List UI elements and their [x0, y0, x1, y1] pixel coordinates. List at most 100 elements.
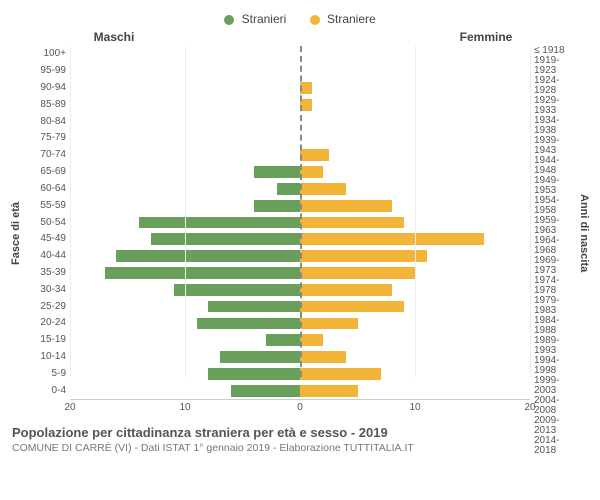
x-axis: 201001020	[70, 399, 530, 421]
y-tick-birth: 1949-1953	[530, 176, 576, 196]
male-bar	[197, 318, 301, 330]
y-tick-age: 100+	[24, 46, 70, 63]
y-tick-birth: 1994-1998	[530, 356, 576, 376]
male-bar	[254, 166, 300, 178]
female-bar	[300, 183, 346, 195]
y-tick-birth: 1974-1978	[530, 276, 576, 296]
male-bar	[220, 351, 301, 363]
female-bar	[300, 217, 404, 229]
y-tick-age: 80-84	[24, 113, 70, 130]
legend-label-male: Stranieri	[242, 12, 287, 26]
y-tick-age: 25-29	[24, 298, 70, 315]
x-gridline	[70, 46, 71, 377]
chart-title: Popolazione per cittadinanza straniera p…	[12, 425, 588, 440]
y-tick-age: 10-14	[24, 349, 70, 366]
y-tick-age: 65-69	[24, 164, 70, 181]
y-tick-birth: 1929-1933	[530, 96, 576, 116]
y-axis-left-title: Fasce di età	[8, 46, 24, 421]
y-tick-age: 5-9	[24, 365, 70, 382]
y-tick-age: 55-59	[24, 197, 70, 214]
y-tick-birth: 1969-1973	[530, 256, 576, 276]
column-titles: Maschi Femmine	[8, 30, 592, 44]
y-tick-birth: 1979-1983	[530, 296, 576, 316]
y-tick-birth: 1944-1948	[530, 156, 576, 176]
male-bar	[116, 250, 300, 262]
x-gridline	[415, 46, 416, 377]
legend-label-female: Straniere	[327, 12, 376, 26]
y-tick-birth: 1954-1958	[530, 196, 576, 216]
y-tick-age: 45-49	[24, 231, 70, 248]
y-tick-age: 75-79	[24, 130, 70, 147]
female-bar	[300, 250, 427, 262]
y-tick-birth: 1984-1988	[530, 316, 576, 336]
male-bar	[208, 368, 300, 380]
male-bar	[174, 284, 301, 296]
legend-item-male: Stranieri	[224, 12, 289, 26]
y-tick-age: 90-94	[24, 80, 70, 97]
y-tick-birth: 1919-1923	[530, 56, 576, 76]
x-tick: 20	[64, 402, 75, 413]
male-bar	[151, 233, 301, 245]
female-bar	[300, 233, 484, 245]
chart-subtitle: COMUNE DI CARRÈ (VI) - Dati ISTAT 1° gen…	[12, 442, 588, 454]
y-tick-age: 20-24	[24, 315, 70, 332]
x-gridline	[185, 46, 186, 377]
legend: Stranieri Straniere	[8, 12, 592, 26]
male-bar	[208, 301, 300, 313]
female-bar	[300, 301, 404, 313]
y-tick-birth: 1999-2003	[530, 376, 576, 396]
y-tick-age: 60-64	[24, 181, 70, 198]
y-tick-birth: 1959-1963	[530, 216, 576, 236]
bar-rows	[70, 46, 530, 399]
female-bar	[300, 385, 358, 397]
female-bar	[300, 318, 358, 330]
legend-swatch-male	[224, 15, 234, 25]
y-tick-birth: 1934-1938	[530, 116, 576, 136]
column-title-right: Femmine	[300, 30, 592, 44]
male-bar	[266, 334, 301, 346]
female-bar	[300, 200, 392, 212]
y-tick-age: 85-89	[24, 96, 70, 113]
center-axis-line	[300, 46, 302, 377]
y-axis-right-title: Anni di nascita	[576, 46, 592, 421]
male-bar	[139, 217, 300, 229]
y-tick-age: 35-39	[24, 265, 70, 282]
pyramid-row	[70, 382, 530, 399]
y-tick-birth: 2009-2013	[530, 416, 576, 436]
y-tick-birth: 1989-1993	[530, 336, 576, 356]
chart-body: Fasce di età 100+95-9990-9485-8980-8475-…	[8, 46, 592, 421]
male-bar	[254, 200, 300, 212]
female-bar	[300, 284, 392, 296]
female-bar	[300, 166, 323, 178]
female-bar	[300, 267, 415, 279]
y-tick-age: 95-99	[24, 63, 70, 80]
y-tick-age: 40-44	[24, 248, 70, 265]
x-tick: 20	[524, 402, 535, 413]
y-tick-age: 30-34	[24, 281, 70, 298]
y-axis-left-ticks: 100+95-9990-9485-8980-8475-7970-7465-696…	[24, 46, 70, 421]
female-bar	[300, 334, 323, 346]
y-tick-age: 70-74	[24, 147, 70, 164]
footer: Popolazione per cittadinanza straniera p…	[8, 425, 592, 454]
male-bar	[231, 385, 300, 397]
y-tick-birth: 2004-2008	[530, 396, 576, 416]
female-bar	[300, 351, 346, 363]
female-half	[300, 382, 530, 399]
chart-container: Stranieri Straniere Maschi Femmine Fasce…	[0, 0, 600, 500]
female-bar	[300, 368, 381, 380]
legend-item-female: Straniere	[310, 12, 376, 26]
legend-swatch-female	[310, 15, 320, 25]
y-tick-birth: 1964-1968	[530, 236, 576, 256]
y-tick-age: 15-19	[24, 332, 70, 349]
male-bar	[105, 267, 301, 279]
male-half	[70, 382, 300, 399]
y-tick-birth: 2014-2018	[530, 436, 576, 456]
column-title-left: Maschi	[8, 30, 300, 44]
plot-area: 201001020	[70, 46, 530, 421]
x-tick: 10	[179, 402, 190, 413]
female-bar	[300, 149, 329, 161]
x-gridline	[530, 46, 531, 377]
x-tick: 10	[409, 402, 420, 413]
y-tick-birth: 1924-1928	[530, 76, 576, 96]
y-tick-birth: 1939-1943	[530, 136, 576, 156]
